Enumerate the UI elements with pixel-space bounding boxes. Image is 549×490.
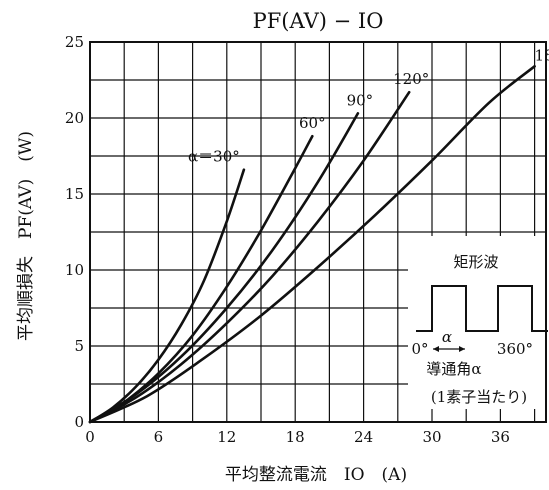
- inset-label-360deg: 360°: [497, 340, 533, 358]
- series-line: [88, 134, 314, 424]
- inset-label-0deg: 0°: [411, 340, 428, 358]
- x-tick-label: 12: [217, 428, 236, 446]
- y-tick-label: 15: [65, 185, 84, 203]
- series-label: 90°: [347, 91, 374, 109]
- y-tick-label: 0: [74, 413, 84, 431]
- alpha-arrow-right-icon: [459, 346, 465, 352]
- waveform-inset: 矩形波 α 0° 360° 導通角α (1素子当たり): [408, 236, 548, 409]
- chart-title: PF(AV) − IO: [253, 9, 384, 33]
- x-tick-label: 0: [85, 428, 95, 446]
- inset-caption-conduction-angle: 導通角α: [426, 360, 481, 378]
- series-line: [88, 168, 246, 424]
- x-tick-label: 30: [422, 428, 441, 446]
- x-tick-label: 18: [286, 428, 305, 446]
- y-axis-label: 平均順損失 PF(AV) (W): [16, 131, 36, 341]
- y-tick-label: 5: [74, 337, 84, 355]
- alpha-arrow-left-icon: [433, 346, 439, 352]
- inset-title: 矩形波: [453, 253, 498, 271]
- x-tick-label: 6: [154, 428, 164, 446]
- alpha-symbol: α: [442, 328, 452, 346]
- series-label: 120°: [393, 70, 429, 88]
- y-tick-label: 25: [65, 33, 84, 51]
- tick-labels: 0 6 12 18 24 30 36 0 5 10 15 20 25: [65, 33, 510, 446]
- inset-caption-per-element: (1素子当たり): [431, 388, 527, 406]
- series-line: [88, 90, 411, 424]
- series-layer: α＝30°60°90°120°180°: [88, 46, 549, 424]
- series-label: 60°: [299, 114, 326, 132]
- x-tick-label: 36: [491, 428, 510, 446]
- plot-frame: [89, 41, 547, 423]
- series-line: [88, 112, 360, 424]
- x-tick-label: 24: [354, 428, 373, 446]
- series-line: [88, 65, 536, 424]
- x-axis-label: 平均整流電流 IO (A): [225, 465, 407, 485]
- y-tick-label: 20: [65, 109, 84, 127]
- y-tick-label: 10: [65, 261, 84, 279]
- square-wave-path: [416, 285, 548, 332]
- series-label: α＝30°: [188, 148, 240, 166]
